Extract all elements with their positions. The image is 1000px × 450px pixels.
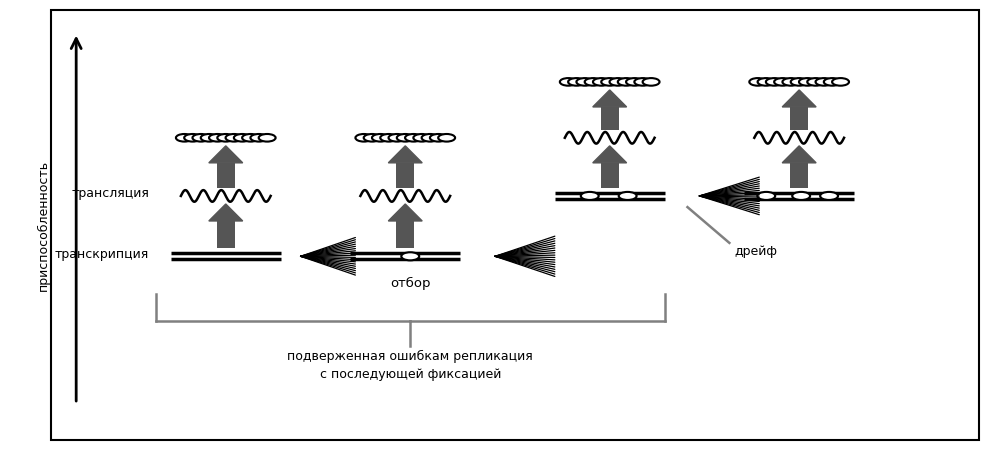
Circle shape bbox=[757, 192, 775, 200]
Circle shape bbox=[250, 134, 267, 142]
Circle shape bbox=[618, 78, 635, 86]
Polygon shape bbox=[782, 90, 816, 107]
Circle shape bbox=[201, 134, 218, 142]
Text: отбор: отбор bbox=[390, 277, 431, 290]
Bar bbox=[790, 107, 808, 130]
Circle shape bbox=[643, 78, 660, 86]
Circle shape bbox=[576, 78, 593, 86]
Circle shape bbox=[389, 134, 405, 142]
Circle shape bbox=[774, 78, 791, 86]
Circle shape bbox=[422, 134, 439, 142]
Circle shape bbox=[807, 78, 824, 86]
Circle shape bbox=[601, 78, 618, 86]
Circle shape bbox=[430, 134, 447, 142]
Bar bbox=[396, 221, 414, 248]
Circle shape bbox=[782, 78, 799, 86]
Circle shape bbox=[824, 78, 841, 86]
Circle shape bbox=[593, 78, 610, 86]
Polygon shape bbox=[782, 146, 816, 163]
Circle shape bbox=[242, 134, 259, 142]
Circle shape bbox=[355, 134, 372, 142]
Circle shape bbox=[413, 134, 430, 142]
Circle shape bbox=[816, 78, 832, 86]
Circle shape bbox=[585, 78, 602, 86]
Circle shape bbox=[234, 134, 251, 142]
Polygon shape bbox=[209, 146, 243, 163]
Polygon shape bbox=[388, 146, 422, 163]
Circle shape bbox=[820, 192, 838, 200]
Bar bbox=[601, 163, 619, 188]
Text: подверженная ошибкам репликация
с последующей фиксацией: подверженная ошибкам репликация с послед… bbox=[287, 350, 533, 381]
Circle shape bbox=[560, 78, 577, 86]
Circle shape bbox=[758, 78, 775, 86]
Circle shape bbox=[832, 78, 849, 86]
Polygon shape bbox=[388, 204, 422, 221]
Text: транскрипция: транскрипция bbox=[55, 248, 149, 261]
Circle shape bbox=[749, 78, 766, 86]
Circle shape bbox=[626, 78, 643, 86]
Bar bbox=[217, 163, 235, 188]
Circle shape bbox=[401, 252, 419, 261]
Polygon shape bbox=[209, 204, 243, 221]
Circle shape bbox=[364, 134, 381, 142]
Bar bbox=[396, 163, 414, 188]
Polygon shape bbox=[593, 90, 627, 107]
Circle shape bbox=[397, 134, 414, 142]
Circle shape bbox=[568, 78, 585, 86]
Circle shape bbox=[259, 134, 276, 142]
Text: приспособленность: приспособленность bbox=[37, 159, 50, 291]
Bar bbox=[790, 163, 808, 188]
Circle shape bbox=[372, 134, 389, 142]
Circle shape bbox=[380, 134, 397, 142]
Circle shape bbox=[438, 134, 455, 142]
Polygon shape bbox=[593, 146, 627, 163]
Circle shape bbox=[634, 78, 651, 86]
Circle shape bbox=[192, 134, 209, 142]
Circle shape bbox=[799, 78, 816, 86]
Circle shape bbox=[619, 192, 637, 200]
Circle shape bbox=[226, 134, 243, 142]
Circle shape bbox=[184, 134, 201, 142]
Circle shape bbox=[209, 134, 226, 142]
Circle shape bbox=[176, 134, 193, 142]
Circle shape bbox=[609, 78, 626, 86]
Text: дрейф: дрейф bbox=[734, 245, 777, 258]
Bar bbox=[217, 221, 235, 248]
Circle shape bbox=[792, 192, 810, 200]
Circle shape bbox=[766, 78, 783, 86]
Text: трансляция: трансляция bbox=[71, 187, 149, 200]
Circle shape bbox=[405, 134, 422, 142]
Circle shape bbox=[581, 192, 599, 200]
Circle shape bbox=[217, 134, 234, 142]
Circle shape bbox=[791, 78, 808, 86]
Bar bbox=[601, 107, 619, 130]
